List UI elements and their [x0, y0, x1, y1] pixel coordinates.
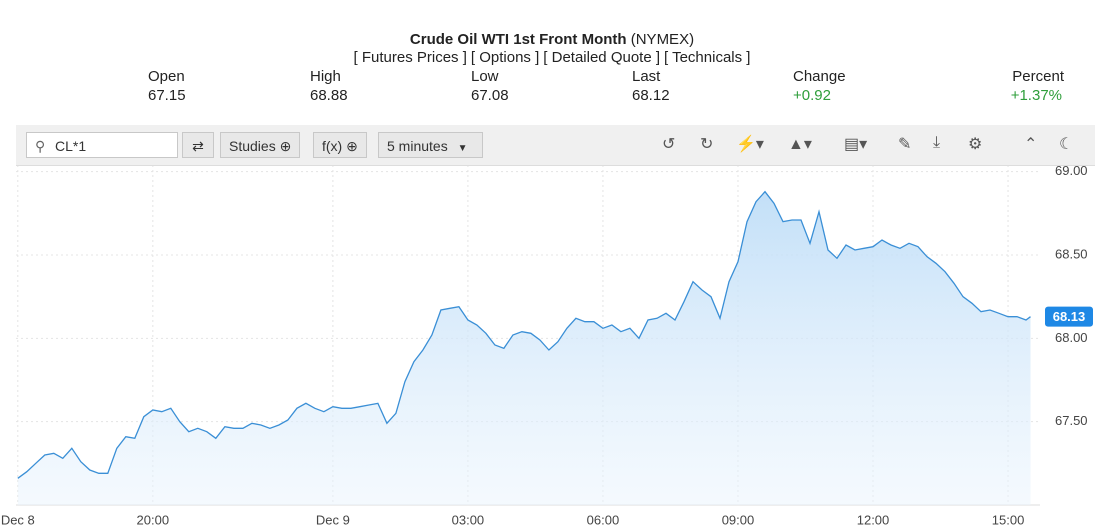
quote-label: Change — [793, 68, 846, 85]
symbol-input[interactable]: ⚲ CL*1 — [26, 132, 178, 158]
collapse[interactable]: ⌃ — [1024, 136, 1038, 153]
exchange: (NYMEX) — [630, 31, 695, 48]
x-tick-label: Dec 8 — [1, 512, 35, 527]
fx: f(x) — [322, 138, 343, 154]
link[interactable]: [ Detailed Quote ] — [543, 49, 661, 66]
settings[interactable]: ⚙ — [968, 136, 983, 153]
download[interactable]: ⤓ — [933, 134, 941, 151]
title: Crude Oil WTI 1st Front Month — [409, 31, 627, 48]
link[interactable]: [ Options ] — [470, 49, 540, 66]
last-price-label: 68.13 — [1053, 309, 1086, 324]
theme[interactable]: ☾ — [1059, 136, 1074, 153]
quote-value: +0.92 — [793, 87, 831, 104]
y-tick-label: 67.50 — [1055, 413, 1088, 428]
y-tick-label: 68.50 — [1055, 246, 1088, 261]
quote-label: Low — [471, 68, 499, 85]
quote-value: 68.88 — [310, 87, 348, 104]
redo[interactable]: ↻ — [700, 136, 714, 153]
fx-button[interactable]: f(x) ⊕ — [313, 132, 367, 158]
studies: Studies — [229, 138, 276, 154]
link[interactable]: [ Technicals ] — [664, 49, 751, 66]
x-tick-label: 12:00 — [857, 512, 890, 527]
quote-value: +1.37% — [1010, 87, 1062, 104]
toolbar: ⚲ CL*1 ⇄ Studies ⊕ f(x) ⊕ 5 minutes ▼ ↺ ↻… — [16, 125, 1095, 166]
quote-label: Last — [632, 68, 661, 85]
line — [17, 190, 1031, 479]
quote-label: High — [310, 68, 341, 85]
quote-value: 67.15 — [148, 87, 186, 104]
x-tick-label: 03:00 — [452, 512, 485, 527]
interval: 5 minutes — [387, 138, 448, 154]
quote-label: Open — [148, 68, 185, 85]
y-tick-label: 69.00 — [1055, 163, 1088, 178]
last-price-badge — [1045, 306, 1093, 327]
interval-select[interactable]: 5 minutes ▼ — [378, 132, 483, 158]
area — [17, 191, 1031, 505]
x-tick-label: 06:00 — [587, 512, 620, 527]
x-tick-label: 15:00 — [992, 512, 1025, 527]
studies-button[interactable]: Studies ⊕ — [220, 132, 301, 158]
y-tick-label: 68.00 — [1055, 330, 1088, 345]
quote-label: Percent — [1012, 68, 1064, 85]
compare-button[interactable]: ⇄ — [182, 132, 214, 158]
chart-type[interactable]: ▲▾ — [788, 136, 812, 153]
x-tick-label: Dec 9 — [316, 512, 350, 527]
draw[interactable]: ✎ — [898, 136, 912, 153]
quote-value: 68.12 — [632, 87, 670, 104]
quote-value: 67.08 — [471, 87, 509, 104]
x-tick-label: 09:00 — [722, 512, 755, 527]
events[interactable]: ⚡▾ — [736, 136, 764, 153]
x-tick-label: 20:00 — [137, 512, 170, 527]
layout[interactable]: ▤▾ — [844, 136, 868, 153]
link[interactable]: [ Futures Prices ] — [353, 49, 467, 66]
symbol: CL*1 — [55, 138, 87, 154]
title-row: Crude Oil WTI 1st Front Month (NYMEX) — [0, 31, 1104, 48]
undo[interactable]: ↺ — [662, 136, 676, 153]
links: [ Futures Prices ][ Options ][ Detailed … — [0, 49, 1104, 66]
